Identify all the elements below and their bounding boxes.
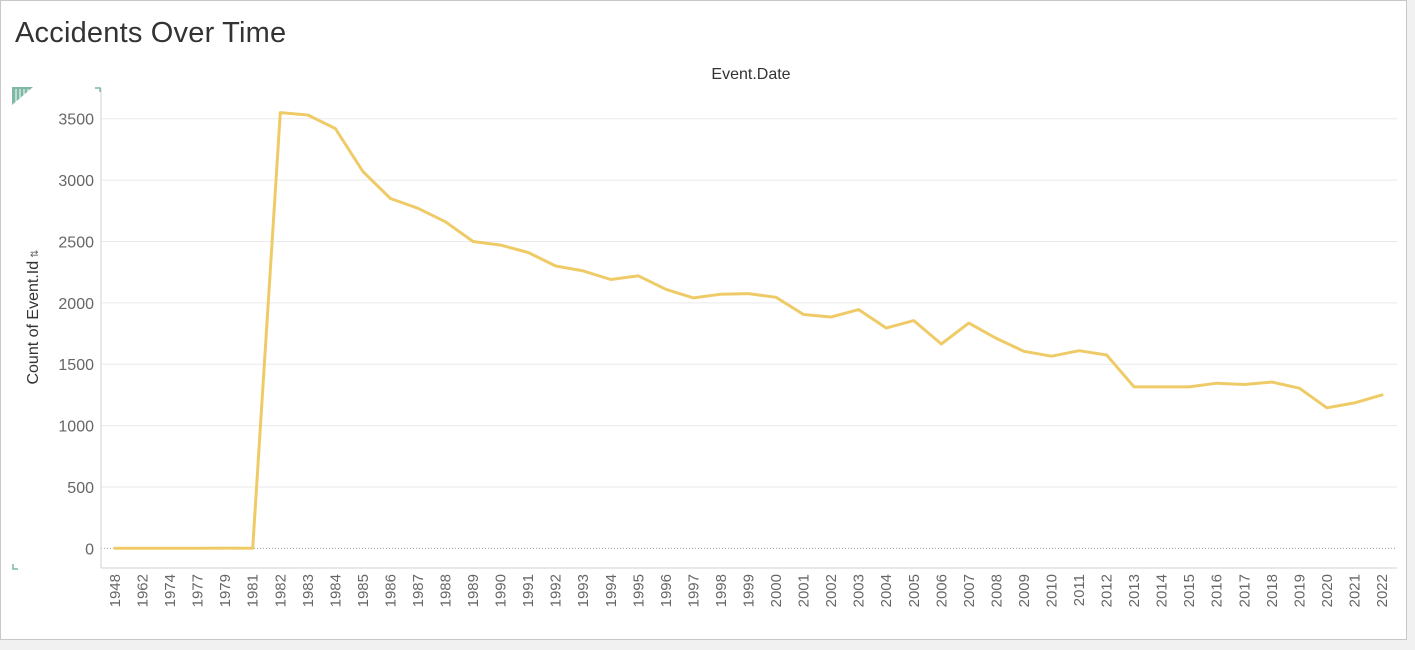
x-tick-label: 1986 — [382, 574, 399, 607]
y-tick-label: 3000 — [58, 173, 94, 190]
x-tick-label: 1990 — [493, 574, 510, 607]
x-tick-label: 1962 — [135, 574, 152, 607]
y-tick-label: 2500 — [58, 234, 94, 251]
x-tick-label: 1948 — [107, 574, 124, 607]
x-tick-label: 2009 — [1016, 574, 1033, 607]
x-tick-label: 1992 — [548, 574, 565, 607]
x-tick-label: 2002 — [823, 574, 840, 607]
y-tick-label: 1000 — [58, 419, 94, 436]
x-tick-label: 2014 — [1154, 574, 1171, 607]
x-tick-label: 1998 — [713, 574, 730, 607]
x-tick-label: 1994 — [603, 574, 620, 607]
x-tick-label: 2005 — [906, 574, 923, 607]
y-tick-label: 2000 — [58, 296, 94, 313]
x-tick-label: 1996 — [658, 574, 675, 607]
y-tick-label: 500 — [67, 480, 94, 497]
x-tick-label: 2006 — [933, 574, 950, 607]
x-tick-label: 1989 — [465, 574, 482, 607]
column-header: Event.Date — [711, 66, 791, 83]
x-tick-label: 1995 — [630, 574, 647, 607]
x-tick-label: 2008 — [988, 574, 1005, 607]
x-tick-label: 2022 — [1374, 574, 1391, 607]
x-tick-label: 2000 — [768, 574, 785, 607]
x-tick-label: 1993 — [575, 574, 592, 607]
x-tick-label: 1983 — [300, 574, 317, 607]
x-tick-label: 2010 — [1043, 574, 1060, 607]
x-tick-label: 1984 — [327, 574, 344, 607]
y-tick-label: 3500 — [58, 112, 94, 129]
chart-title: Accidents Over Time — [15, 17, 287, 49]
x-tick-label: 1974 — [162, 574, 179, 607]
x-tick-label: 1987 — [410, 574, 427, 607]
x-tick-label: 2004 — [878, 574, 895, 607]
x-tick-label: 1991 — [520, 574, 537, 607]
x-tick-label: 1988 — [438, 574, 455, 607]
corner-bracket — [95, 87, 101, 92]
series-line — [113, 111, 1384, 550]
x-tick-label: 2018 — [1264, 574, 1281, 607]
x-tick-label: 2019 — [1291, 574, 1308, 607]
x-tick-label: 1997 — [685, 574, 702, 607]
x-tick-label: 2007 — [961, 574, 978, 607]
x-tick-label: 2021 — [1346, 574, 1363, 607]
y-tick-label: 1500 — [58, 357, 94, 374]
x-tick-label: 2013 — [1126, 574, 1143, 607]
x-tick-label: 1985 — [355, 574, 372, 607]
x-tick-label: 2001 — [796, 574, 813, 607]
x-tick-label: 1977 — [190, 574, 207, 607]
x-tick-label: 2011 — [1071, 574, 1088, 606]
x-tick-label: 2003 — [851, 574, 868, 607]
corner-bracket — [12, 564, 18, 570]
x-tick-label: 1981 — [245, 574, 262, 607]
corner-marker-icon — [12, 87, 33, 105]
x-tick-label: 2020 — [1319, 574, 1336, 607]
x-tick-label: 2017 — [1236, 574, 1253, 607]
x-tick-label: 2012 — [1099, 574, 1116, 607]
x-tick-label: 1999 — [741, 574, 758, 607]
y-tick-label: 0 — [85, 541, 94, 558]
chart-frame: Accidents Over Time Event.Date Count of … — [0, 0, 1407, 640]
x-tick-label: 2015 — [1181, 574, 1198, 607]
x-tick-label: 1979 — [217, 574, 234, 607]
x-tick-label: 2016 — [1209, 574, 1226, 607]
x-tick-label: 1982 — [272, 574, 289, 607]
